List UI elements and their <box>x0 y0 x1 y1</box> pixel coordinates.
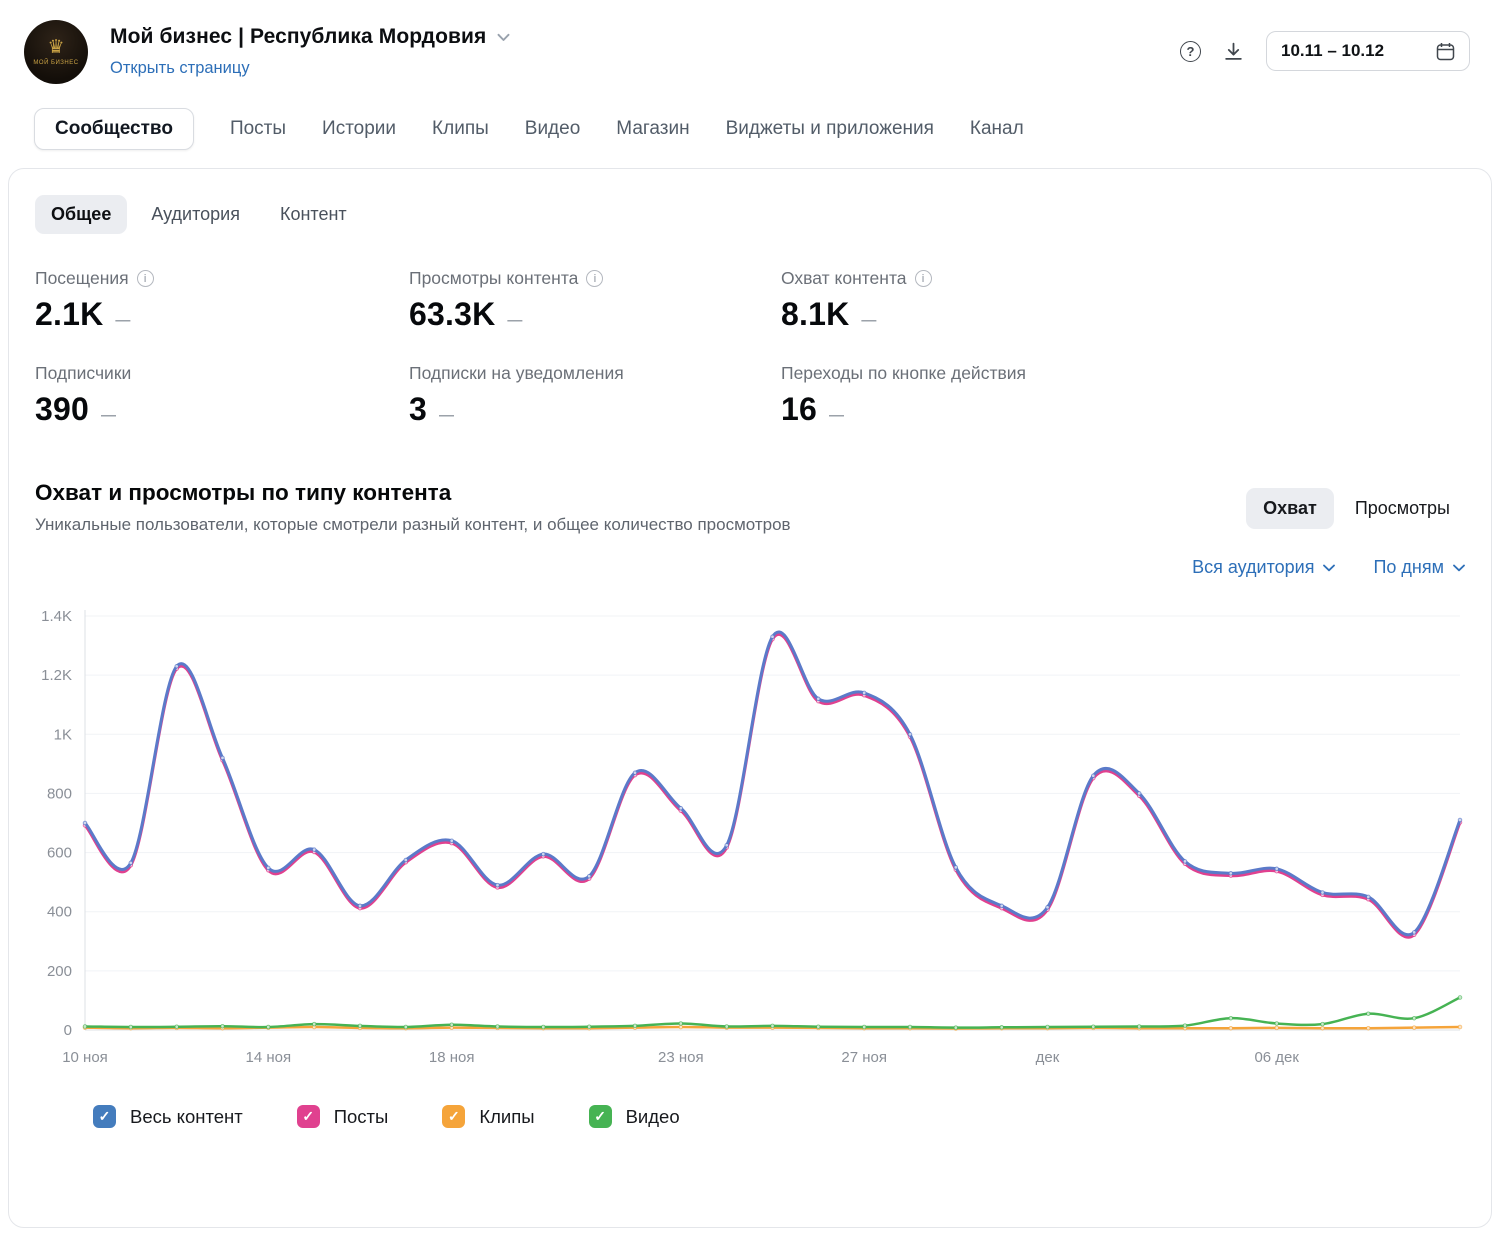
date-range-picker[interactable]: 10.11 – 10.12 <box>1266 31 1470 71</box>
svg-text:1.2K: 1.2K <box>41 667 72 684</box>
stat-notification-subscriptions: Подписки на уведомления 3 — <box>409 363 781 428</box>
stat-delta: — <box>115 312 131 329</box>
svg-text:18 ноя: 18 ноя <box>429 1049 475 1066</box>
svg-text:400: 400 <box>47 904 72 921</box>
stat-label: Подписчики <box>35 363 132 383</box>
help-icon[interactable]: ? <box>1180 40 1201 62</box>
subtab-audience[interactable]: Аудитория <box>151 204 240 224</box>
stat-label: Подписки на уведомления <box>409 363 624 383</box>
stat-value: 16 <box>781 391 817 427</box>
stat-label: Посещения <box>35 268 129 288</box>
page-header: ♛ МОЙ БИЗНЕС Мой бизнес | Республика Мор… <box>0 0 1500 84</box>
date-range-value: 10.11 – 10.12 <box>1281 41 1385 60</box>
legend-label: Видео <box>625 1105 680 1127</box>
stat-subscribers: Подписчики 390 — <box>35 363 409 428</box>
header-controls: ? 10.11 – 10.12 <box>1180 31 1470 71</box>
period-filter-dropdown[interactable]: По дням <box>1373 557 1465 578</box>
svg-text:23 ноя: 23 ноя <box>658 1049 704 1066</box>
stat-action-button-clicks: Переходы по кнопке действия 16 — <box>781 363 1465 428</box>
stat-delta: — <box>829 407 844 424</box>
reach-by-content-type-chart[interactable]: 0 200 400 600 800 1K 1.2K 1.4K 10 ноя 14 ноя 18 но… <box>35 602 1465 1085</box>
legend-item-posts[interactable]: ✓ Посты <box>296 1105 389 1128</box>
legend-item-all-content[interactable]: ✓ Весь контент <box>93 1105 243 1128</box>
section-title: Охват и просмотры по типу контента <box>35 480 452 505</box>
tab-stories[interactable]: Истории <box>322 118 397 139</box>
stat-value: 63.3K <box>409 296 496 332</box>
legend-item-video[interactable]: ✓ Видео <box>588 1105 680 1128</box>
checkbox-posts[interactable]: ✓ <box>296 1105 320 1128</box>
calendar-icon <box>1436 42 1455 61</box>
toggle-views[interactable]: Просмотры <box>1354 498 1450 518</box>
chart-filters: Вся аудитория По дням <box>35 557 1465 578</box>
tab-clips[interactable]: Клипы <box>432 118 489 139</box>
info-icon[interactable]: i <box>586 270 604 287</box>
stat-value: 390 <box>35 391 89 427</box>
open-page-link[interactable]: Открыть страницу <box>110 59 250 77</box>
stat-delta: — <box>101 407 116 424</box>
checkbox-video[interactable]: ✓ <box>588 1105 612 1128</box>
stat-content-reach: Охват контента i 8.1K — <box>781 268 1465 333</box>
stat-content-views: Просмотры контента i 63.3K — <box>409 268 781 333</box>
tab-posts[interactable]: Посты <box>229 118 287 139</box>
checkbox-clips[interactable]: ✓ <box>442 1105 466 1128</box>
svg-text:1K: 1K <box>54 726 72 743</box>
stat-value: 3 <box>409 391 427 427</box>
reach-views-toggle: Охват Просмотры <box>1246 488 1465 529</box>
subtab-general[interactable]: Общее <box>35 195 128 234</box>
chevron-down-icon[interactable] <box>497 33 510 42</box>
subtab-content[interactable]: Контент <box>279 204 347 224</box>
chart-section-header: Охват и просмотры по типу контента Уника… <box>35 480 1465 535</box>
chevron-down-icon <box>1323 564 1336 571</box>
tab-video[interactable]: Видео <box>524 118 581 139</box>
tab-widgets-apps[interactable]: Виджеты и приложения <box>725 118 934 139</box>
svg-text:1.4K: 1.4K <box>41 608 72 625</box>
stat-label: Просмотры контента <box>409 268 579 288</box>
main-tabs: Сообщество Посты Истории Клипы Видео Маг… <box>34 108 1500 150</box>
download-icon[interactable] <box>1223 41 1244 62</box>
line-chart-canvas[interactable]: 0 200 400 600 800 1K 1.2K 1.4K 10 ноя 14 ноя 18 но… <box>35 602 1465 1080</box>
svg-text:200: 200 <box>47 963 72 980</box>
stat-value: 2.1K <box>35 296 104 332</box>
legend-item-clips[interactable]: ✓ Клипы <box>442 1105 535 1128</box>
stat-delta: — <box>507 312 523 329</box>
community-logo-text: МОЙ БИЗНЕС <box>33 60 79 66</box>
stat-delta: — <box>439 407 454 424</box>
info-icon[interactable]: i <box>136 270 154 287</box>
svg-text:06 дек: 06 дек <box>1254 1049 1299 1066</box>
sub-tabs: Общее Аудитория Контент <box>35 195 1465 234</box>
section-subtitle: Уникальные пользователи, которые смотрел… <box>35 515 791 534</box>
tab-channel[interactable]: Канал <box>969 118 1024 139</box>
stat-label: Переходы по кнопке действия <box>781 363 1027 383</box>
tab-community[interactable]: Сообщество <box>34 108 194 150</box>
svg-text:10 ноя: 10 ноя <box>62 1049 108 1066</box>
legend-label: Посты <box>333 1105 389 1127</box>
community-avatar[interactable]: ♛ МОЙ БИЗНЕС <box>24 20 88 84</box>
period-filter-label: По дням <box>1373 557 1444 577</box>
toggle-reach[interactable]: Охват <box>1246 488 1334 529</box>
svg-text:0: 0 <box>64 1022 72 1039</box>
chart-legend: ✓ Весь контент ✓ Посты ✓ Клипы ✓ Видео <box>93 1105 1465 1128</box>
svg-text:14 ноя: 14 ноя <box>245 1049 291 1066</box>
stat-value: 8.1K <box>781 296 850 332</box>
svg-text:600: 600 <box>47 845 72 862</box>
stat-delta: — <box>861 312 877 329</box>
stat-visits: Посещения i 2.1K — <box>35 268 409 333</box>
community-title: Мой бизнес | Республика Мордовия <box>110 25 487 48</box>
info-icon[interactable]: i <box>914 270 932 287</box>
svg-text:800: 800 <box>47 785 72 802</box>
svg-text:27 ноя: 27 ноя <box>841 1049 887 1066</box>
chevron-down-icon <box>1453 564 1465 571</box>
stats-grid: Посещения i 2.1K — Просмотры контента i 63.… <box>35 268 1465 428</box>
tab-shop[interactable]: Магазин <box>616 118 690 139</box>
community-header: ♛ МОЙ БИЗНЕС Мой бизнес | Республика Мор… <box>24 20 510 84</box>
svg-text:дек: дек <box>1036 1049 1060 1066</box>
checkbox-all-content[interactable]: ✓ <box>93 1105 116 1128</box>
legend-label: Весь контент <box>130 1105 243 1127</box>
audience-filter-label: Вся аудитория <box>1192 557 1315 577</box>
legend-label: Клипы <box>479 1105 535 1127</box>
stats-card: Общее Аудитория Контент Посещения i 2.1K —… <box>8 168 1492 1228</box>
community-logo-emblem: ♛ <box>47 37 65 58</box>
audience-filter-dropdown[interactable]: Вся аудитория <box>1192 557 1336 578</box>
stat-label: Охват контента <box>781 268 907 288</box>
